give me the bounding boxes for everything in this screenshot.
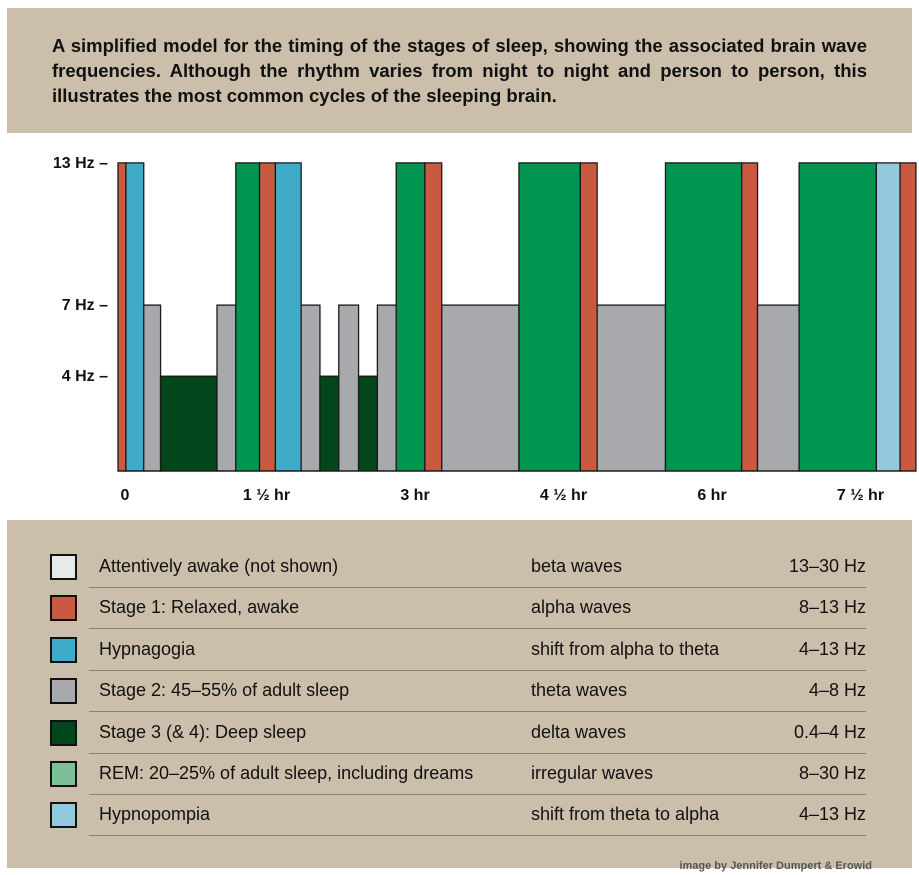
legend-stage-label: Hypnagogia [99,638,196,659]
legend-row: REM: 20–25% of adult sleep, including dr… [7,753,912,795]
legend-divider [89,628,866,630]
legend-frequency-range: 4–8 Hz [808,680,866,701]
legend-swatch [50,554,77,580]
legend-divider [89,587,866,588]
legend-frequency-range: 8–30 Hz [798,763,866,783]
image-credit: image by Jennifer Dumpert & Erowid [679,860,872,872]
legend-divider [89,794,866,795]
stage-bar-stage1 [741,162,759,472]
stage-bar-stage1 [258,162,277,472]
stage-bar-stage3 [357,375,379,472]
y-tick-label: 4 Hz – [62,368,108,385]
y-tick-label: 13 Hz – [53,155,108,172]
stage-bar-stage1 [117,162,127,472]
stage-bar-stage2 [300,304,321,472]
stage-bar-stage1 [579,162,598,472]
stage-bar-stage2 [441,304,520,472]
stage-bar-rem [664,162,743,472]
legend-divider [89,711,866,713]
stage-bar-stage2 [596,304,667,472]
stage-bar-stage2 [756,304,800,472]
legend-row: Hypnopompia shift from theta to alpha 4–13… [7,794,912,837]
stage-bar-stage1 [899,162,917,472]
legend-swatch [50,636,77,663]
caption-panel: A simplified model for the timing of the… [7,8,912,133]
legend-stage-label: Attentively awake (not shown) [99,556,339,576]
stage-bar-stage2 [338,304,360,472]
legend-divider [89,752,866,754]
legend-stage-label: REM: 20–25% of adult sleep, including dr… [99,763,474,783]
legend-swatch [50,761,77,787]
legend-frequency-range: 13–30 Hz [788,556,866,576]
legend-row: Attentively awake (not shown) beta waves 1… [7,546,912,588]
legend-wave-type: shift from theta to alpha [531,804,720,825]
legend-stage-label: Hypnopompia [99,804,211,825]
legend-stage-label: Stage 2: 45–55% of adult sleep [99,680,350,701]
legend-wave-type: shift from alpha to theta [531,638,720,659]
legend-stage-label: Stage 1: Relaxed, awake [99,597,300,618]
sleep-stage-chart: 13 Hz – 7 Hz – 4 Hz – 0 1 ½ hr 3 hr 4 ½ hr 6 hr… [53,155,917,504]
x-tick-label: 1 ½ hr [243,487,290,504]
stage-bar-rem [798,162,877,472]
legend-wave-type: alpha waves [531,597,632,618]
legend-row: Hypnagogia shift from alpha to theta 4–13 … [7,629,912,671]
legend-frequency-range: 8–13 Hz [798,597,866,618]
x-tick-label: 0 [121,487,130,504]
legend-frequency-range: 0.4–4 Hz [793,721,866,742]
stage-bar-stage2 [376,304,397,472]
stage-bar-stage3 [159,375,218,472]
stage-bar-hypnagogia [274,162,302,472]
legend-divider [89,669,866,671]
stage-bar-rem [518,162,581,472]
legend-panel: Attentively awake (not shown) beta waves 1… [7,520,912,868]
stage-bar-stage2 [216,304,237,472]
chart-caption: A simplified model for the timing of the… [52,35,867,106]
legend-divider [89,835,866,837]
stage-bar-hypnagogia [125,162,145,472]
x-tick-label: 3 hr [400,487,429,504]
stage-bar-stage1 [424,162,443,472]
x-tick-label: 7 ½ hr [837,487,884,504]
stage-bar-rem [235,162,261,472]
legend-wave-type: theta waves [531,680,628,701]
legend-row: Stage 2: 45–55% of adult sleep theta wave… [7,670,912,713]
legend-row: Stage 3 (& 4): Deep sleep delta waves 0.4–… [7,712,912,754]
x-tick-label: 6 hr [697,487,726,504]
legend-frequency-range: 4–13 Hz [798,804,866,825]
stage-bar-stage3 [319,375,340,472]
legend-wave-type: beta waves [531,556,623,576]
stage-bar-stage2 [143,304,162,472]
y-tick-label: 7 Hz – [62,297,108,314]
legend-stage-label: Stage 3 (& 4): Deep sleep [99,721,307,742]
legend-swatch [50,595,77,622]
legend-frequency-range: 4–13 Hz [798,638,866,659]
legend-wave-type: delta waves [531,721,627,742]
x-tick-label: 4 ½ hr [540,487,587,504]
legend-swatch [50,678,77,705]
legend-swatch [50,802,77,829]
legend-wave-type: irregular waves [531,763,654,783]
stage-bar-hypnopompia [875,162,901,472]
legend-swatch [50,719,77,746]
legend-row: Stage 1: Relaxed, awake alpha waves 8–13 H… [7,587,912,630]
stage-bar-rem [395,162,426,472]
